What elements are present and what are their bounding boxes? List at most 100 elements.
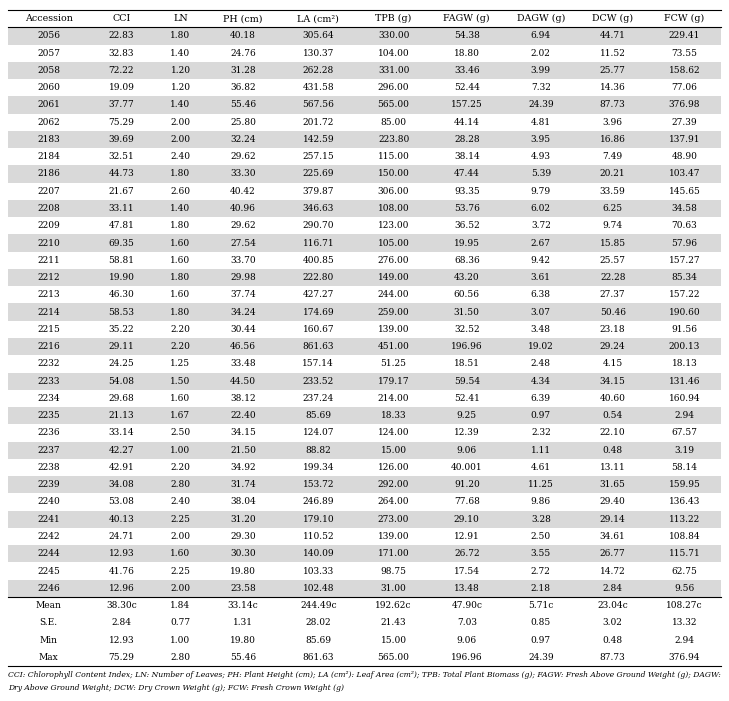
Text: Mean: Mean (36, 601, 61, 610)
Bar (358, 234, 429, 252)
Bar (504, 372, 577, 390)
Text: 171.00: 171.00 (378, 550, 410, 558)
Text: 1.60: 1.60 (171, 256, 190, 265)
Text: 1.20: 1.20 (171, 66, 190, 75)
Bar (358, 459, 429, 476)
Bar (648, 390, 721, 407)
Text: 13.11: 13.11 (600, 463, 625, 472)
Text: 142.59: 142.59 (303, 135, 334, 144)
Text: 103.47: 103.47 (669, 170, 701, 179)
Text: 22.83: 22.83 (109, 32, 134, 41)
Text: 31.65: 31.65 (600, 480, 625, 489)
Text: 12.93: 12.93 (109, 636, 134, 645)
Text: 4.93: 4.93 (531, 152, 551, 161)
Bar (429, 183, 504, 200)
Bar (429, 545, 504, 562)
Text: 2057: 2057 (37, 48, 61, 57)
Text: 3.28: 3.28 (531, 515, 551, 524)
Text: 19.80: 19.80 (230, 636, 256, 645)
Text: 105.00: 105.00 (378, 238, 410, 247)
Text: 47.90c: 47.90c (451, 601, 483, 610)
Text: 2.25: 2.25 (171, 566, 190, 576)
Bar (577, 96, 648, 114)
Bar (358, 372, 429, 390)
Bar (429, 442, 504, 459)
Bar (648, 338, 721, 355)
Bar (278, 148, 358, 165)
Bar (90, 372, 154, 390)
Text: 16.86: 16.86 (600, 135, 625, 144)
Bar (429, 96, 504, 114)
Text: 139.00: 139.00 (378, 325, 410, 334)
Text: 34.15: 34.15 (600, 376, 625, 386)
Bar (648, 648, 721, 666)
Text: 2.84: 2.84 (112, 618, 131, 627)
Text: 13.32: 13.32 (672, 618, 698, 627)
Bar (278, 165, 358, 183)
Bar (208, 165, 278, 183)
Bar (154, 338, 208, 355)
Text: 1.60: 1.60 (171, 238, 190, 247)
Text: 26.72: 26.72 (454, 550, 480, 558)
Text: 57.96: 57.96 (671, 238, 698, 247)
Bar (504, 355, 577, 372)
Text: LA (cm²): LA (cm²) (297, 14, 339, 23)
Text: 68.36: 68.36 (454, 256, 480, 265)
Bar (358, 407, 429, 424)
Bar (278, 459, 358, 476)
Bar (358, 442, 429, 459)
Text: 91.20: 91.20 (454, 480, 480, 489)
Bar (208, 321, 278, 338)
Bar (504, 407, 577, 424)
Bar (648, 442, 721, 459)
Bar (504, 476, 577, 494)
Bar (208, 510, 278, 528)
Bar (278, 338, 358, 355)
Bar (8, 545, 90, 562)
Bar (577, 79, 648, 96)
Text: 9.74: 9.74 (603, 222, 623, 231)
Bar (154, 390, 208, 407)
Bar (358, 545, 429, 562)
Bar (8, 424, 90, 442)
Bar (358, 217, 429, 234)
Text: 40.42: 40.42 (230, 186, 256, 196)
Text: 21.67: 21.67 (109, 186, 134, 196)
Bar (154, 424, 208, 442)
Text: 196.96: 196.96 (451, 653, 483, 662)
Bar (8, 131, 90, 148)
Bar (358, 562, 429, 580)
Text: 115.00: 115.00 (378, 152, 410, 161)
Bar (504, 148, 577, 165)
Text: 2207: 2207 (37, 186, 60, 196)
Bar (8, 648, 90, 666)
Text: 214.00: 214.00 (378, 394, 410, 403)
Text: 2214: 2214 (37, 308, 60, 317)
Text: 54.08: 54.08 (109, 376, 134, 386)
Text: 2.00: 2.00 (171, 135, 190, 144)
Text: 3.48: 3.48 (531, 325, 551, 334)
Text: 223.80: 223.80 (378, 135, 409, 144)
Bar (429, 390, 504, 407)
Bar (358, 62, 429, 79)
Text: 13.48: 13.48 (454, 584, 480, 593)
Bar (429, 234, 504, 252)
Text: 139.00: 139.00 (378, 532, 410, 541)
Text: 75.29: 75.29 (109, 653, 134, 662)
Text: 2.94: 2.94 (674, 636, 695, 645)
Bar (154, 355, 208, 372)
Text: 43.20: 43.20 (454, 273, 480, 282)
Text: 46.30: 46.30 (109, 290, 134, 299)
Text: 77.68: 77.68 (454, 498, 480, 507)
Bar (504, 494, 577, 510)
Text: 157.14: 157.14 (303, 360, 334, 369)
Bar (8, 269, 90, 286)
Bar (278, 372, 358, 390)
Text: 24.39: 24.39 (528, 100, 553, 109)
Text: 31.28: 31.28 (230, 66, 256, 75)
Bar (648, 355, 721, 372)
Text: 55.46: 55.46 (230, 100, 256, 109)
Bar (429, 510, 504, 528)
Bar (358, 321, 429, 338)
Text: 2.00: 2.00 (171, 118, 190, 127)
